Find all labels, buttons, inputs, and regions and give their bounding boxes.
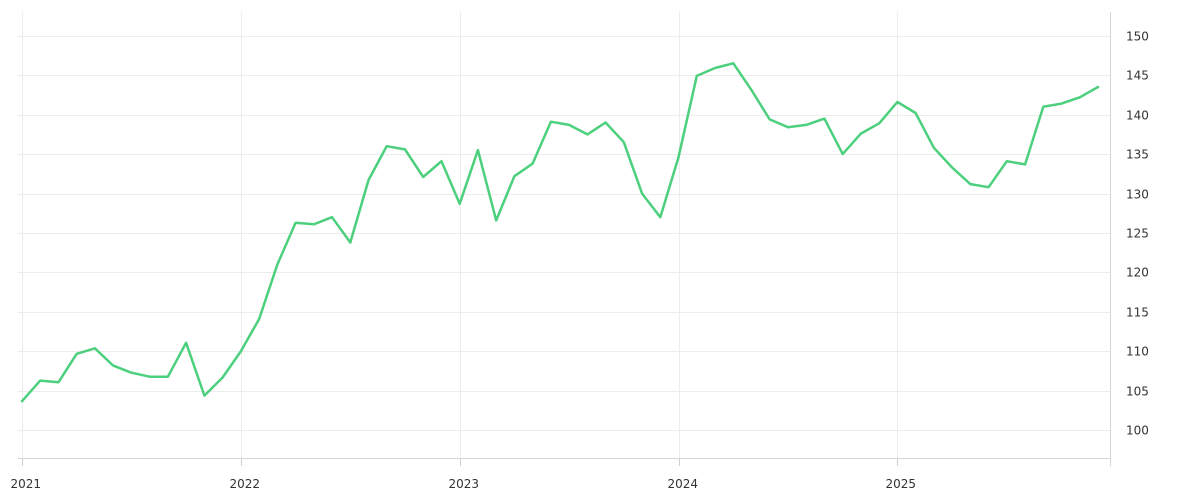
data-point[interactable] <box>603 120 609 126</box>
data-point[interactable] <box>347 240 353 246</box>
data-point[interactable] <box>894 99 900 105</box>
data-point[interactable] <box>311 221 317 227</box>
data-point[interactable] <box>92 345 98 351</box>
data-point[interactable] <box>329 214 335 220</box>
y-tick-label: 105 <box>1126 385 1149 399</box>
data-point[interactable] <box>201 393 207 399</box>
data-point[interactable] <box>366 177 372 183</box>
data-point[interactable] <box>1095 84 1101 90</box>
data-point[interactable] <box>785 124 791 130</box>
data-point[interactable] <box>402 146 408 152</box>
y-tick-label: 145 <box>1126 69 1149 83</box>
data-point[interactable] <box>1077 94 1083 100</box>
y-tick-label: 150 <box>1126 30 1149 44</box>
data-point[interactable] <box>949 165 955 171</box>
data-point[interactable] <box>56 379 62 385</box>
data-point[interactable] <box>639 191 645 197</box>
x-tick-label: 2022 <box>230 477 261 491</box>
data-point[interactable] <box>475 147 481 153</box>
data-point[interactable] <box>548 119 554 125</box>
data-point[interactable] <box>384 143 390 149</box>
data-point[interactable] <box>19 398 25 404</box>
data-point[interactable] <box>238 348 244 354</box>
data-point[interactable] <box>913 110 919 116</box>
gridlines <box>18 12 1110 458</box>
data-point[interactable] <box>74 351 80 357</box>
data-point[interactable] <box>1004 158 1010 164</box>
data-point[interactable] <box>749 87 755 93</box>
y-tick-label: 125 <box>1126 227 1149 241</box>
data-point[interactable] <box>420 174 426 180</box>
series-line <box>20 62 1100 403</box>
series-layer <box>19 60 1101 404</box>
x-tick-label: 2023 <box>449 477 480 491</box>
y-tick-label: 135 <box>1126 148 1149 162</box>
data-point[interactable] <box>147 374 153 380</box>
data-point[interactable] <box>110 363 116 369</box>
data-point[interactable] <box>1059 101 1065 107</box>
data-point[interactable] <box>457 201 463 207</box>
data-point[interactable] <box>566 122 572 128</box>
data-point[interactable] <box>1022 161 1028 167</box>
data-point[interactable] <box>165 374 171 380</box>
y-tick-label: 130 <box>1126 188 1149 202</box>
data-point[interactable] <box>803 122 809 128</box>
x-tick-label: 2021 <box>11 477 42 491</box>
data-point[interactable] <box>37 378 43 384</box>
data-point[interactable] <box>293 220 299 226</box>
y-tick-label: 100 <box>1126 424 1149 438</box>
data-point[interactable] <box>821 116 827 122</box>
data-point[interactable] <box>694 73 700 79</box>
data-point[interactable] <box>676 154 682 160</box>
data-point[interactable] <box>840 151 846 157</box>
data-point[interactable] <box>493 217 499 223</box>
data-point[interactable] <box>511 173 517 179</box>
y-tick-label: 110 <box>1126 345 1149 359</box>
data-point[interactable] <box>530 161 536 167</box>
data-point[interactable] <box>256 316 262 322</box>
data-point[interactable] <box>1040 104 1046 110</box>
data-point[interactable] <box>767 116 773 122</box>
data-point[interactable] <box>657 214 663 220</box>
data-point[interactable] <box>986 184 992 190</box>
data-point[interactable] <box>274 262 280 268</box>
axes <box>18 12 1111 466</box>
data-point[interactable] <box>621 139 627 145</box>
data-point[interactable] <box>931 145 937 151</box>
data-point[interactable] <box>712 65 718 71</box>
y-tick-label: 140 <box>1126 109 1149 123</box>
y-tick-label: 120 <box>1126 266 1149 280</box>
data-point[interactable] <box>876 120 882 126</box>
y-tick-label: 115 <box>1126 306 1149 320</box>
tick-labels: 100 105 110 115 120 125 130 135 140 145 150 2021 202… <box>11 30 1149 492</box>
data-point[interactable] <box>128 370 134 376</box>
data-point[interactable] <box>730 60 736 66</box>
data-point[interactable] <box>183 340 189 346</box>
data-point[interactable] <box>584 131 590 137</box>
x-tick-label: 2024 <box>668 477 699 491</box>
data-point[interactable] <box>858 131 864 137</box>
data-point[interactable] <box>439 158 445 164</box>
data-point[interactable] <box>967 181 973 187</box>
data-point[interactable] <box>220 375 226 381</box>
x-tick-label: 2025 <box>886 477 917 491</box>
